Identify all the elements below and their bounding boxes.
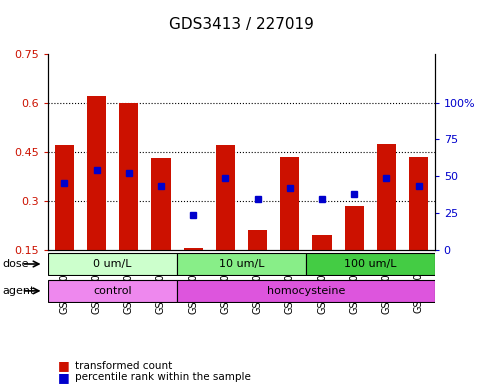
Text: percentile rank within the sample: percentile rank within the sample: [75, 372, 251, 382]
Bar: [177, 280, 435, 302]
Text: transformed count: transformed count: [75, 361, 172, 371]
Text: agent: agent: [2, 286, 35, 296]
Bar: [177, 253, 306, 275]
Bar: [119, 103, 139, 250]
Bar: [377, 144, 396, 250]
Text: homocysteine: homocysteine: [267, 286, 345, 296]
Bar: [344, 205, 364, 250]
Text: 10 um/L: 10 um/L: [219, 259, 264, 269]
Text: GDS3413 / 227019: GDS3413 / 227019: [169, 17, 314, 32]
Bar: [48, 253, 177, 275]
Text: 0 um/L: 0 um/L: [93, 259, 132, 269]
Bar: [87, 96, 106, 250]
Bar: [306, 253, 435, 275]
Bar: [55, 145, 74, 250]
Text: dose: dose: [2, 259, 29, 269]
Bar: [248, 230, 267, 250]
Text: ■: ■: [58, 371, 70, 384]
Text: ■: ■: [58, 359, 70, 372]
Bar: [48, 280, 177, 302]
Bar: [216, 145, 235, 250]
Bar: [280, 157, 299, 250]
Text: control: control: [93, 286, 132, 296]
Bar: [409, 157, 428, 250]
Bar: [313, 235, 332, 250]
Bar: [151, 158, 170, 250]
Bar: [184, 248, 203, 250]
Text: 100 um/L: 100 um/L: [344, 259, 397, 269]
